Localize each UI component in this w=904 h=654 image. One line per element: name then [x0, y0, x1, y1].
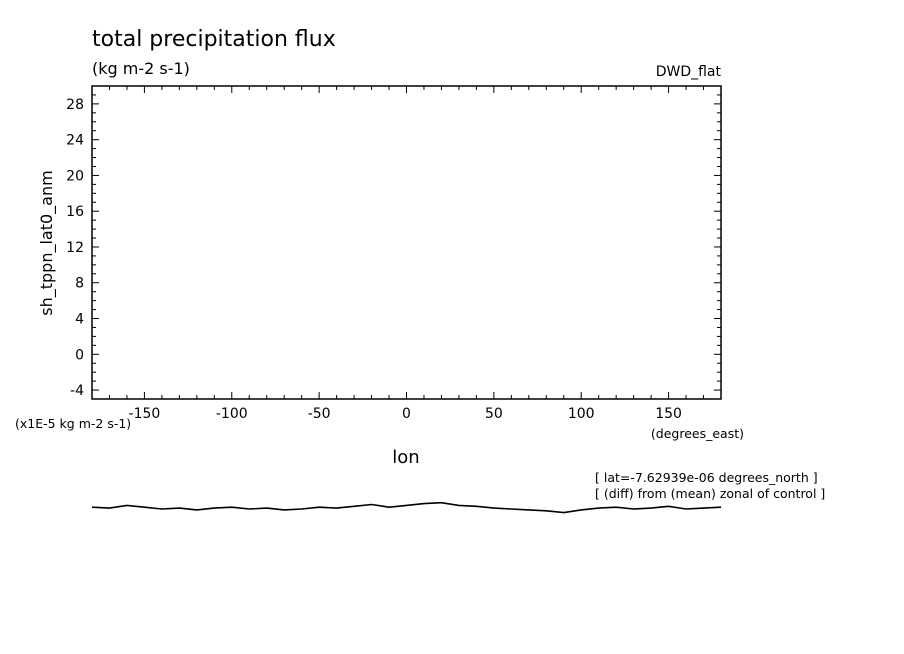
y-tick-label: 28: [66, 97, 84, 113]
annotation-latitude: [ lat=-7.62939e-06 degrees_north ]: [595, 470, 818, 485]
x-tick-label: 0: [402, 406, 411, 422]
series-line: [91, 501, 722, 514]
chart-title: total precipitation flux: [92, 27, 336, 52]
x-tick-label: -50: [308, 406, 331, 422]
y-tick-label: 24: [66, 133, 84, 149]
y-tick-label: -4: [70, 383, 84, 399]
x-tick-label: 50: [485, 406, 503, 422]
x-tick-label: -100: [216, 406, 248, 422]
annotation-difference: [ (diff) from (mean) zonal of control ]: [595, 486, 825, 501]
y-tick-label: 0: [75, 347, 84, 363]
y-tick-label: 20: [66, 168, 84, 184]
dataset-label: DWD_flat: [656, 64, 722, 80]
y-tick-label: 12: [66, 240, 84, 256]
y-scale-note: (x1E-5 kg m-2 s-1): [15, 416, 131, 431]
x-tick-label: 100: [568, 406, 595, 422]
x-units-label: (degrees_east): [651, 426, 744, 441]
x-tick-label: 150: [655, 406, 682, 422]
x-axis-label: lon: [392, 447, 419, 468]
y-tick-label: 4: [75, 312, 84, 328]
y-axis-label: sh_tppn_lat0_anm: [37, 170, 57, 315]
y-axis-ticks: -4 0 4 8 12 16 20 24 28: [66, 85, 721, 400]
x-tick-label: -150: [129, 406, 161, 422]
chart-subtitle: (kg m-2 s-1): [92, 59, 190, 78]
y-tick-label: 16: [66, 204, 84, 220]
y-tick-label: 8: [75, 276, 84, 292]
x-axis-ticks: -150 -100 -50 0 50 100 150: [108, 86, 705, 422]
plot-frame: [91, 85, 722, 400]
